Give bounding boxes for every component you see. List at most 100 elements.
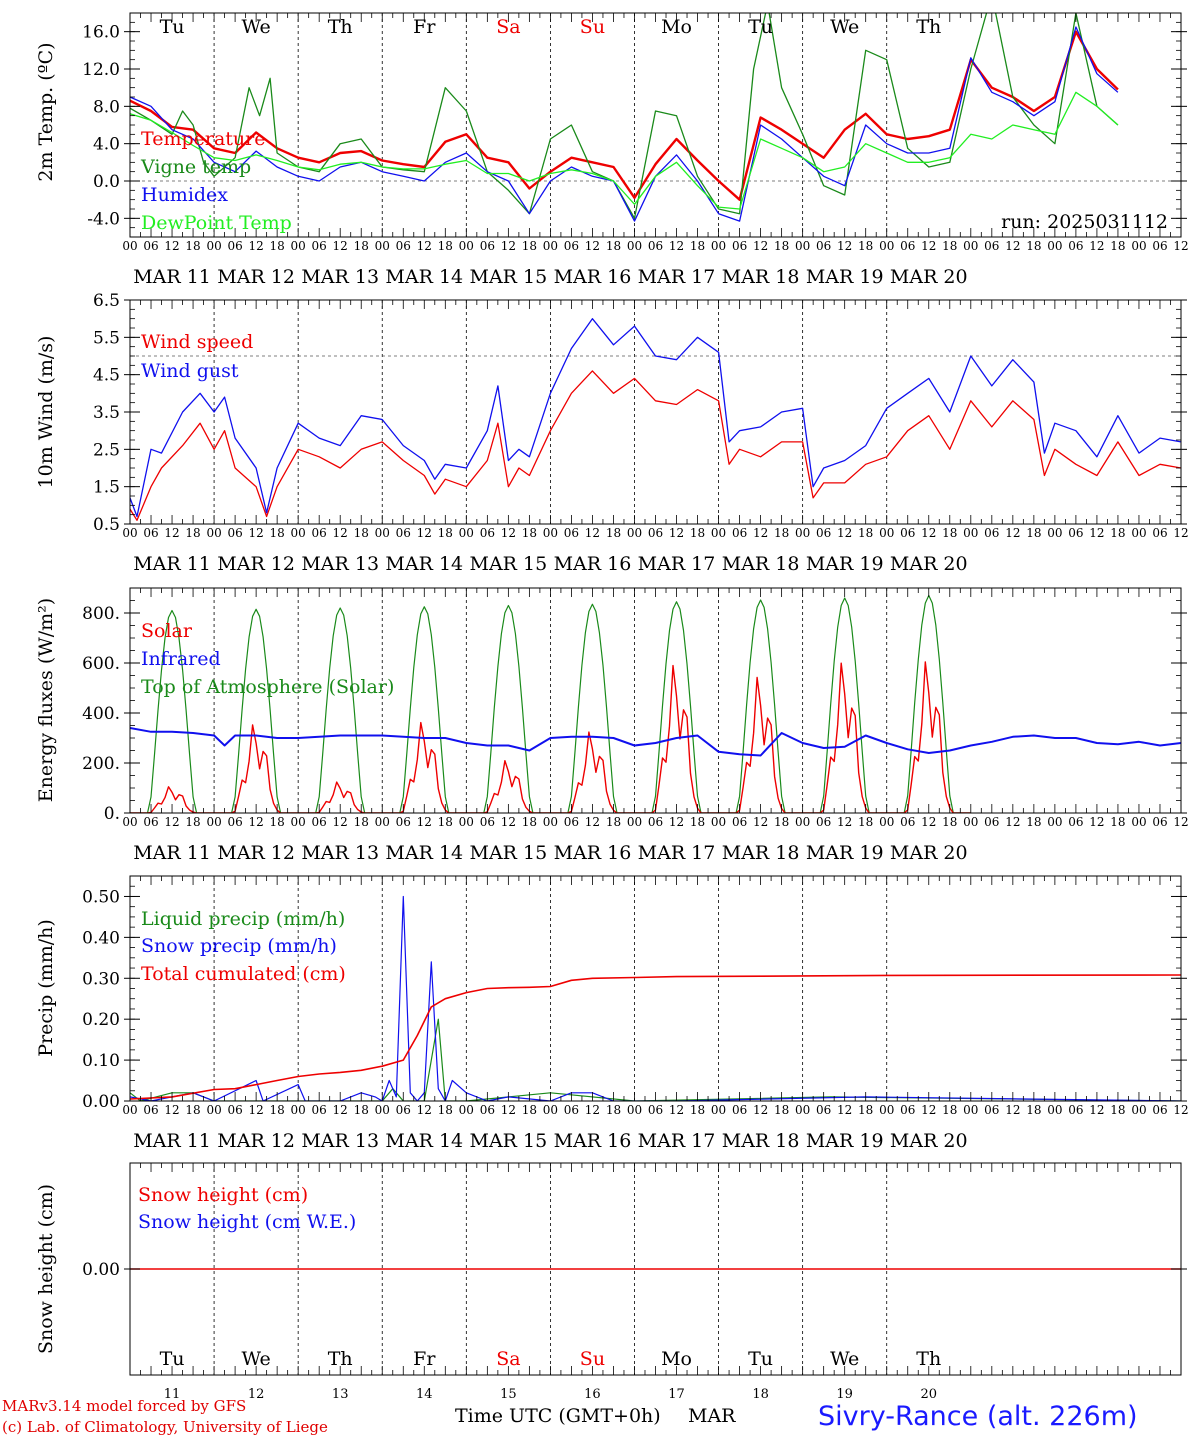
x-date-label: MAR 15 bbox=[470, 1130, 548, 1152]
x-hour-label: 18 bbox=[1026, 1103, 1041, 1117]
x-hour-label: 00 bbox=[291, 1103, 306, 1117]
x-hour-label: 12 bbox=[837, 1103, 852, 1117]
x-hour-label: 18 bbox=[522, 526, 537, 540]
x-hour-label: 00 bbox=[1131, 526, 1146, 540]
series-line-total-cumulated-cm- bbox=[130, 974, 1181, 1100]
x-axis-title: Time UTC (GMT+0h) bbox=[455, 1405, 661, 1427]
y-tick-label: 0.40 bbox=[82, 928, 120, 948]
x-date-label: MAR 11 bbox=[133, 553, 211, 575]
x-hour-label: 18 bbox=[858, 815, 873, 829]
x-hour-label: 00 bbox=[206, 239, 221, 253]
x-hour-label: 06 bbox=[900, 1103, 915, 1117]
x-hour-label: 18 bbox=[858, 239, 873, 253]
x-hour-label: 18 bbox=[269, 815, 284, 829]
y-tick-label: 800. bbox=[82, 604, 120, 624]
x-hour-label: 00 bbox=[627, 815, 642, 829]
x-hour-label: 00 bbox=[1047, 239, 1062, 253]
x-hour-label: 12 bbox=[417, 815, 432, 829]
x-hour-label: 06 bbox=[984, 815, 999, 829]
x-hour-label: 00 bbox=[206, 815, 221, 829]
y-tick-label: 400. bbox=[82, 704, 120, 724]
x-date-label: MAR 15 bbox=[470, 842, 548, 864]
x-hour-label: 06 bbox=[732, 815, 747, 829]
x-date-label: MAR 14 bbox=[385, 266, 463, 288]
x-date-label: MAR 16 bbox=[554, 266, 632, 288]
x-hour-label: 06 bbox=[816, 1103, 831, 1117]
legend-entry: Wind speed bbox=[141, 331, 253, 353]
x-hour-label: 18 bbox=[606, 239, 621, 253]
x-date-label: MAR 13 bbox=[301, 553, 379, 575]
x-hour-label: 12 bbox=[837, 815, 852, 829]
y-tick-label: 4.0 bbox=[93, 135, 120, 155]
day-number: 20 bbox=[920, 1387, 937, 1402]
x-hour-label: 00 bbox=[963, 239, 978, 253]
legend-entry: Total cumulated (cm) bbox=[141, 963, 346, 985]
x-hour-label: 06 bbox=[984, 526, 999, 540]
x-hour-label: 18 bbox=[1110, 526, 1125, 540]
x-hour-label: 18 bbox=[606, 1103, 621, 1117]
x-hour-label: 12 bbox=[837, 526, 852, 540]
x-hour-label: 12 bbox=[1173, 1103, 1188, 1117]
x-hour-label: 00 bbox=[375, 815, 390, 829]
day-name-top: Mo bbox=[661, 16, 692, 38]
x-hour-label: 06 bbox=[227, 1103, 242, 1117]
x-date-label: MAR 18 bbox=[722, 266, 800, 288]
y-tick-label: 0. bbox=[104, 804, 120, 824]
x-hour-label: 12 bbox=[1089, 815, 1104, 829]
day-name-top: Fr bbox=[413, 16, 436, 38]
x-hour-label: 06 bbox=[143, 1103, 158, 1117]
x-date-label: MAR 19 bbox=[806, 266, 884, 288]
x-hour-label: 12 bbox=[501, 526, 516, 540]
x-hour-label: 18 bbox=[185, 526, 200, 540]
x-hour-label: 00 bbox=[543, 239, 558, 253]
x-hour-label: 00 bbox=[711, 1103, 726, 1117]
x-hour-label: 06 bbox=[1152, 239, 1167, 253]
day-name-bottom: Fr bbox=[413, 1348, 436, 1370]
day-name-top: Tu bbox=[160, 16, 185, 38]
x-hour-label: 12 bbox=[417, 526, 432, 540]
legend-entry: Top of Atmosphere (Solar) bbox=[141, 676, 394, 698]
x-hour-label: 06 bbox=[143, 815, 158, 829]
x-hour-label: 06 bbox=[396, 1103, 411, 1117]
x-hour-label: 06 bbox=[900, 526, 915, 540]
x-date-label: MAR 18 bbox=[722, 842, 800, 864]
x-hour-label: 12 bbox=[753, 1103, 768, 1117]
x-hour-label: 00 bbox=[711, 239, 726, 253]
x-hour-label: 00 bbox=[122, 1103, 137, 1117]
y-tick-label: 0.00 bbox=[82, 1092, 120, 1112]
x-hour-label: 00 bbox=[795, 1103, 810, 1117]
x-hour-label: 12 bbox=[669, 1103, 684, 1117]
x-hour-label: 00 bbox=[543, 526, 558, 540]
x-hour-label: 00 bbox=[122, 526, 137, 540]
x-hour-label: 00 bbox=[879, 1103, 894, 1117]
x-date-label: MAR 13 bbox=[301, 1130, 379, 1152]
y-tick-label: 0.5 bbox=[93, 515, 120, 535]
x-hour-label: 00 bbox=[627, 239, 642, 253]
x-hour-label: 06 bbox=[1068, 239, 1083, 253]
x-hour-label: 12 bbox=[669, 239, 684, 253]
x-hour-label: 18 bbox=[690, 1103, 705, 1117]
x-hour-label: 06 bbox=[732, 239, 747, 253]
x-hour-label: 12 bbox=[753, 815, 768, 829]
legend-entry: Wind gust bbox=[141, 360, 239, 382]
x-hour-label: 18 bbox=[774, 815, 789, 829]
legend-entry: Liquid precip (mm/h) bbox=[141, 908, 345, 930]
day-name-top: We bbox=[242, 16, 271, 38]
x-hour-label: 18 bbox=[606, 815, 621, 829]
x-hour-label: 12 bbox=[164, 1103, 179, 1117]
day-number: 13 bbox=[332, 1387, 349, 1402]
x-hour-label: 18 bbox=[354, 815, 369, 829]
x-hour-label: 12 bbox=[333, 526, 348, 540]
day-name-bottom: Sa bbox=[496, 1348, 520, 1370]
y-tick-label: 6.5 bbox=[93, 291, 120, 311]
x-hour-label: 06 bbox=[732, 526, 747, 540]
x-hour-label: 18 bbox=[1026, 239, 1041, 253]
day-number: 15 bbox=[500, 1387, 517, 1402]
x-hour-label: 12 bbox=[1005, 239, 1020, 253]
x-date-label: MAR 11 bbox=[133, 1130, 211, 1152]
y-tick-label: 12.0 bbox=[82, 60, 120, 80]
legend-entry: Solar bbox=[141, 620, 193, 642]
x-hour-label: 18 bbox=[354, 1103, 369, 1117]
x-hour-label: 12 bbox=[248, 815, 263, 829]
